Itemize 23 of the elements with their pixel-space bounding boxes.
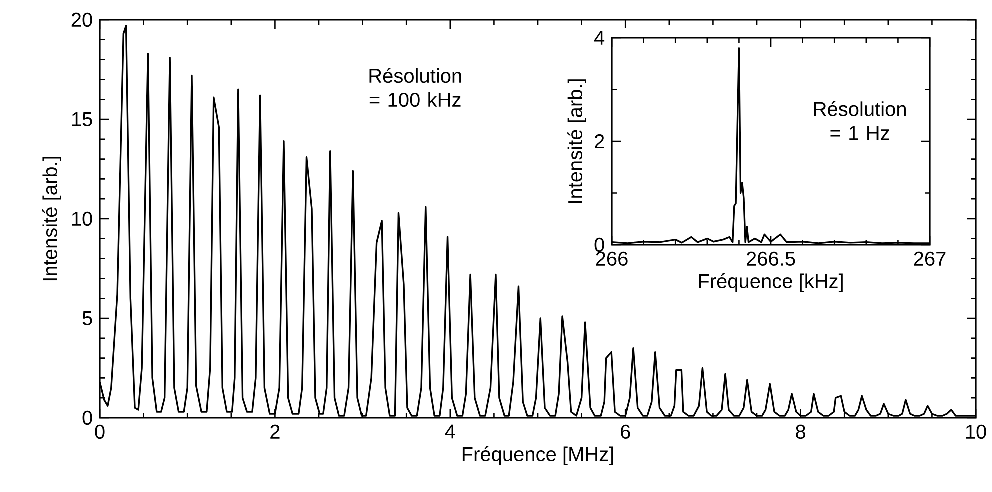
x-tick-label: 2 [270,424,280,439]
x-axis-title: Fréquence [kHz] [699,274,843,292]
x-tick-label: 8 [796,424,806,440]
y-axis-title: Intensité [arb.] [568,80,586,204]
x-tick-label: 267 [914,252,946,266]
x-tick-label: 266 [596,252,628,266]
y-tick-label: 5 [82,312,92,326]
x-tick-label: 10 [966,424,986,440]
y-tick-label: 0 [594,238,604,252]
x-tick-label: 266.5 [746,252,796,266]
y-tick-label: 20 [72,12,92,28]
y-axis-title: Intensité [arb.] [42,157,62,281]
y-tick-label: 2 [595,134,604,148]
annotation: Résolution = 1 Hz [814,101,906,140]
y-tick-label: 0 [82,410,92,426]
annotation: Résolution = 100 kHz [370,68,462,108]
x-axis-title: Fréquence [MHz] [462,446,614,466]
x-tick-label: 4 [445,424,456,439]
y-tick-label: 15 [72,112,92,126]
x-tick-label: 6 [621,424,630,440]
x-tick-label: 0 [95,424,105,440]
y-tick-label: 10 [72,212,92,226]
y-tick-label: 4 [594,31,605,45]
